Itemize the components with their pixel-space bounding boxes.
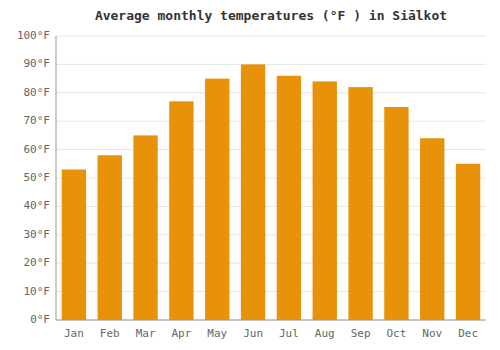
y-tick-label: 20°F xyxy=(24,256,51,269)
bar xyxy=(98,155,122,320)
y-axis-line xyxy=(56,36,57,320)
y-tick-label: 90°F xyxy=(24,57,51,70)
x-tick-label: Dec xyxy=(458,327,478,340)
bar xyxy=(205,79,229,320)
x-tick-label: Jan xyxy=(64,327,84,340)
title: Average monthly temperatures (°F ) in Si… xyxy=(95,8,447,23)
x-tick-label: May xyxy=(207,327,227,340)
x-tick-label: Mar xyxy=(136,327,156,340)
grid xyxy=(56,36,486,320)
bar xyxy=(169,101,193,320)
bar xyxy=(133,135,157,320)
y-tick-label: 50°F xyxy=(24,171,51,184)
x-tick-label: Jun xyxy=(243,327,263,340)
bars xyxy=(62,64,481,320)
x-tick-label: Aug xyxy=(315,327,335,340)
x-tick-label: Feb xyxy=(100,327,120,340)
page: {"chart_data": {"type": "bar", "title": … xyxy=(0,0,500,350)
grid-line xyxy=(56,121,486,122)
y-tick-label: 0°F xyxy=(30,313,50,326)
bar xyxy=(348,87,372,320)
bar xyxy=(456,164,480,320)
bar xyxy=(62,169,86,320)
bar xyxy=(420,138,444,320)
y-tick-label: 70°F xyxy=(24,114,51,127)
chart-container: Average monthly temperatures (°F ) in Si… xyxy=(0,0,500,350)
grid-line xyxy=(56,64,486,65)
grid-line xyxy=(56,92,486,93)
bar xyxy=(277,76,301,320)
y-axis: 0°F 10°F 20°F 30°F 40°F 50°F 60°F 70°F 80°F 90°F 1… xyxy=(17,29,50,326)
x-tick-label: Nov xyxy=(422,327,442,340)
x-tick-label: Jul xyxy=(279,327,299,340)
bar xyxy=(241,64,265,320)
y-tick-label: 40°F xyxy=(24,199,51,212)
x-tick-label: Oct xyxy=(386,327,406,340)
x-axis-line xyxy=(56,320,486,321)
y-tick-label: 60°F xyxy=(24,143,51,156)
chart: Average monthly temperatures (°F ) in Si… xyxy=(0,0,500,350)
y-tick-label: 30°F xyxy=(24,228,51,241)
y-tick-label: 80°F xyxy=(24,86,51,99)
bar xyxy=(384,107,408,320)
x-tick-label: Sep xyxy=(351,327,371,340)
grid-line xyxy=(56,320,486,321)
y-tick-label: 100°F xyxy=(17,29,50,42)
y-tick-label: 10°F xyxy=(24,285,51,298)
grid-line xyxy=(56,36,486,37)
x-tick-label: Apr xyxy=(171,327,191,340)
bar xyxy=(313,81,337,320)
x-axis: Jan Feb Mar Apr May Jun Jul Aug Sep Oct Nov Dec xyxy=(56,36,486,340)
